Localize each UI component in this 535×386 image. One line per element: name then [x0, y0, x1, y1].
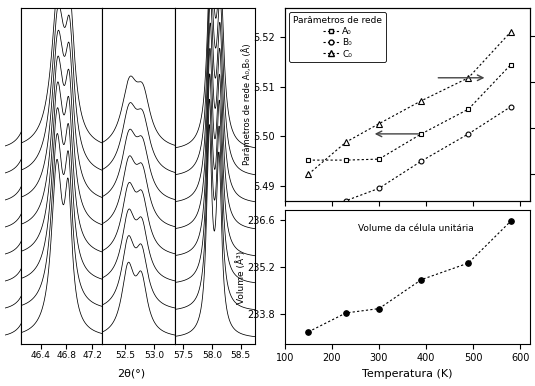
- Text: Volume da célula unitária: Volume da célula unitária: [358, 224, 474, 233]
- Y-axis label: Volume (Å³): Volume (Å³): [236, 251, 246, 304]
- X-axis label: Temperatura (K): Temperatura (K): [362, 369, 453, 379]
- Legend: A₀, B₀, C₀: A₀, B₀, C₀: [289, 12, 386, 62]
- Text: 2θ(°): 2θ(°): [117, 368, 145, 378]
- Y-axis label: Parâmetros de rede A₀,B₀ (Å): Parâmetros de rede A₀,B₀ (Å): [242, 43, 252, 165]
